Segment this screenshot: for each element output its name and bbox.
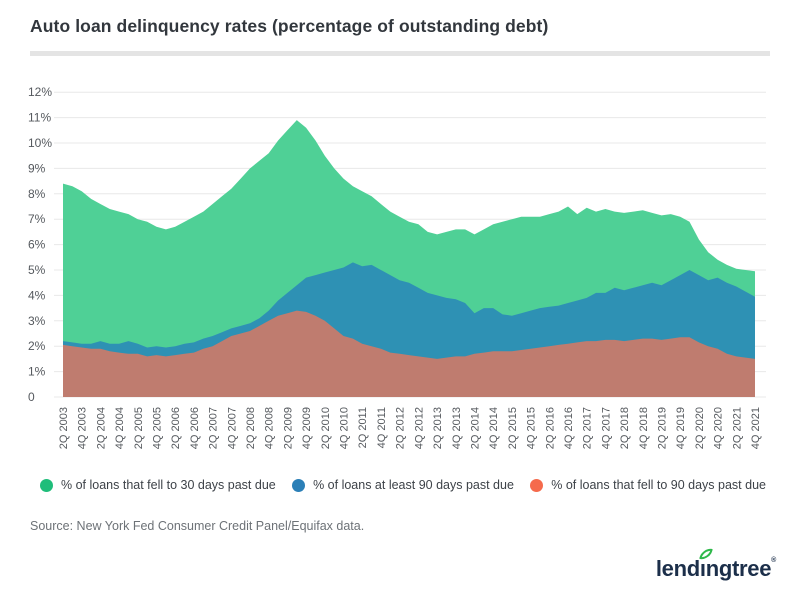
legend-label: % of loans at least 90 days past due bbox=[313, 478, 514, 492]
x-tick-label: 4Q 2008 bbox=[264, 407, 276, 449]
x-tick-label: 4Q 2021 bbox=[750, 407, 762, 449]
x-tick-label: 2Q 2016 bbox=[544, 407, 556, 449]
x-tick-label: 2Q 2015 bbox=[507, 407, 519, 449]
x-tick-label: 4Q 2007 bbox=[226, 407, 238, 449]
y-tick-label: 2% bbox=[28, 339, 46, 353]
y-tick-label: 6% bbox=[28, 238, 46, 252]
y-tick-label: 4% bbox=[28, 288, 46, 302]
registered-mark: ® bbox=[771, 557, 776, 564]
source-note: Source: New York Fed Consumer Credit Pan… bbox=[30, 519, 365, 533]
y-tick-label: 9% bbox=[28, 161, 46, 175]
legend-item-0: % of loans that fell to 30 days past due bbox=[40, 478, 276, 492]
y-tick-label: 10% bbox=[28, 136, 52, 150]
x-tick-label: 2Q 2013 bbox=[432, 407, 444, 449]
legend-item-1: % of loans at least 90 days past due bbox=[292, 478, 514, 492]
x-tick-label: 4Q 2004 bbox=[114, 407, 126, 449]
delinquency-area-chart: 0 1% 2% 3% 4% 5% 6% 7% 8% 9% 10% 11% 12% 2Q 2003 4Q 20… bbox=[28, 85, 766, 449]
x-tick-label: 4Q 2017 bbox=[600, 407, 612, 449]
x-tick-label: 4Q 2015 bbox=[526, 407, 538, 449]
x-tick-label: 2Q 2008 bbox=[245, 407, 257, 449]
logo-text-pre: lend bbox=[655, 556, 700, 581]
lendingtree-logo: lend ıngtree® bbox=[655, 547, 776, 582]
x-tick-label: 2Q 2007 bbox=[208, 407, 220, 449]
y-tick-label: 1% bbox=[28, 365, 46, 379]
x-tick-label: 4Q 2014 bbox=[488, 407, 500, 449]
chart-legend: % of loans that fell to 30 days past due… bbox=[40, 478, 766, 492]
legend-swatch-icon bbox=[40, 478, 53, 492]
chart-title: Auto loan delinquency rates (percentage … bbox=[30, 16, 549, 36]
legend-swatch-icon bbox=[292, 478, 306, 492]
x-tick-label: 4Q 2005 bbox=[152, 407, 164, 449]
legend-swatch-icon bbox=[530, 478, 544, 492]
x-tick-label: 2Q 2003 bbox=[58, 407, 70, 449]
y-tick-label: 3% bbox=[28, 314, 46, 328]
x-tick-label: 4Q 2019 bbox=[675, 407, 687, 449]
x-tick-label: 4Q 2010 bbox=[339, 407, 351, 449]
title-divider bbox=[30, 51, 770, 56]
x-tick-label: 2Q 2010 bbox=[320, 407, 332, 449]
x-tick-label: 2Q 2012 bbox=[395, 407, 407, 449]
logo-text-i: ı bbox=[699, 556, 706, 581]
legend-label: % of loans that fell to 30 days past due bbox=[61, 478, 276, 492]
x-tick-label: 4Q 2016 bbox=[563, 407, 575, 449]
x-tick-label: 2Q 2009 bbox=[282, 407, 294, 449]
x-tick-label: 4Q 2020 bbox=[713, 407, 725, 449]
y-tick-label: 12% bbox=[28, 85, 52, 99]
x-tick-label: 4Q 2018 bbox=[638, 407, 650, 449]
y-tick-label: 11% bbox=[28, 111, 51, 125]
y-tick-label: 5% bbox=[28, 263, 46, 277]
y-tick-label: 7% bbox=[28, 212, 46, 226]
x-tick-label: 4Q 2012 bbox=[413, 407, 425, 449]
x-tick-label: 2Q 2014 bbox=[470, 407, 482, 449]
x-tick-label: 2Q 2020 bbox=[694, 407, 706, 449]
x-tick-label: 4Q 2006 bbox=[189, 407, 201, 449]
area-series-2 bbox=[63, 310, 755, 397]
x-tick-label: 2Q 2021 bbox=[731, 407, 743, 449]
x-tick-label: 2Q 2019 bbox=[657, 407, 669, 449]
legend-item-2: % of loans that fell to 90 days past due bbox=[530, 478, 766, 492]
logo-text-post: ngtree bbox=[705, 556, 772, 581]
x-tick-label: 4Q 2003 bbox=[77, 407, 89, 449]
x-tick-label: 4Q 2009 bbox=[301, 407, 313, 449]
x-tick-label: 2Q 2011 bbox=[357, 407, 369, 448]
x-tick-label: 2Q 2005 bbox=[133, 407, 145, 449]
x-tick-label: 2Q 2018 bbox=[619, 407, 631, 449]
y-tick-label: 0 bbox=[28, 390, 35, 404]
x-tick-label: 4Q 2011 bbox=[376, 407, 388, 448]
y-tick-label: 8% bbox=[28, 187, 46, 201]
x-tick-label: 2Q 2017 bbox=[582, 407, 594, 449]
legend-label: % of loans that fell to 90 days past due bbox=[551, 478, 766, 492]
x-tick-label: 4Q 2013 bbox=[451, 407, 463, 449]
x-tick-label: 2Q 2006 bbox=[170, 407, 182, 449]
x-tick-label: 2Q 2004 bbox=[95, 407, 107, 449]
